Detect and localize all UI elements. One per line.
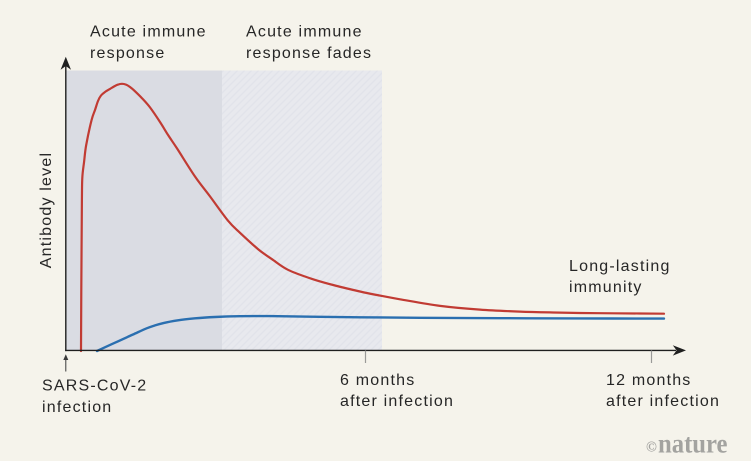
svg-text:after infection: after infection [606,393,720,410]
svg-text:response fades: response fades [246,45,372,62]
svg-text:12 months: 12 months [606,372,692,389]
svg-text:Acute immune: Acute immune [246,24,363,41]
svg-text:nature: nature [658,428,728,459]
svg-text:Long-lasting: Long-lasting [569,258,671,275]
svg-text:immunity: immunity [569,279,643,296]
svg-text:SARS-CoV-2: SARS-CoV-2 [42,378,147,395]
svg-text:6 months: 6 months [340,372,415,389]
svg-text:infection: infection [42,399,112,416]
svg-text:©: © [646,440,657,456]
svg-text:Acute immune: Acute immune [90,24,207,41]
svg-text:response: response [90,45,165,62]
svg-text:Antibody level: Antibody level [38,152,55,268]
svg-text:after infection: after infection [340,393,454,410]
